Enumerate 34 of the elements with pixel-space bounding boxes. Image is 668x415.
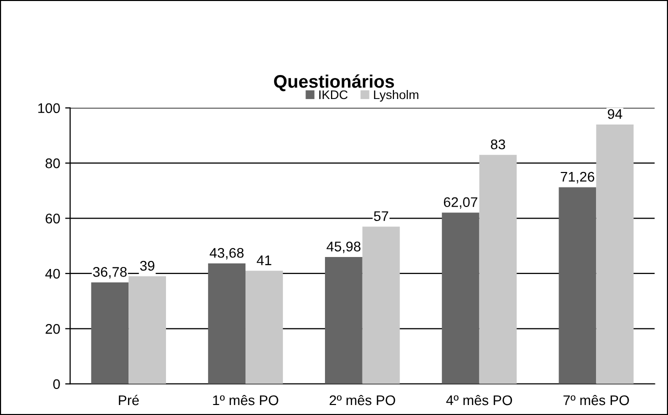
legend-label: IKDC bbox=[319, 90, 348, 100]
data-label: 62,07 bbox=[444, 197, 478, 209]
y-tick-label: 20 bbox=[46, 324, 60, 334]
bar bbox=[128, 276, 166, 384]
data-label: 83 bbox=[490, 139, 506, 150]
x-tick-label: Pré bbox=[118, 394, 139, 406]
bar bbox=[91, 282, 129, 384]
data-label: 45,98 bbox=[326, 242, 360, 254]
bar bbox=[362, 226, 400, 384]
y-tick-label: 0 bbox=[53, 379, 60, 390]
data-label: 57 bbox=[374, 211, 388, 222]
chart-title: Questionários bbox=[274, 74, 394, 92]
x-tick-label: 1º mês PO bbox=[213, 394, 278, 406]
bar bbox=[245, 270, 283, 384]
bar bbox=[596, 124, 634, 384]
bar bbox=[558, 187, 596, 384]
y-tick-label: 60 bbox=[46, 214, 60, 224]
data-label: 71,26 bbox=[560, 172, 594, 184]
y-tick-label: 40 bbox=[45, 268, 60, 279]
y-tick-label: 100 bbox=[38, 103, 60, 114]
data-label: 39 bbox=[140, 260, 154, 271]
data-label: 94 bbox=[608, 109, 622, 119]
x-tick-label: 2º mês PO bbox=[330, 394, 396, 406]
x-tick-label: 7º mês PO bbox=[563, 394, 629, 406]
data-label: 41 bbox=[256, 256, 272, 266]
bar bbox=[208, 263, 246, 384]
y-tick-label: 80 bbox=[46, 158, 60, 168]
legend-label: Lysholm bbox=[374, 90, 418, 102]
bar bbox=[479, 154, 517, 384]
bar bbox=[324, 256, 362, 384]
data-label: 43,68 bbox=[210, 248, 244, 260]
data-label: 36,78 bbox=[93, 267, 127, 278]
x-tick-label: 4º mês PO bbox=[446, 394, 512, 406]
bar bbox=[442, 212, 480, 384]
